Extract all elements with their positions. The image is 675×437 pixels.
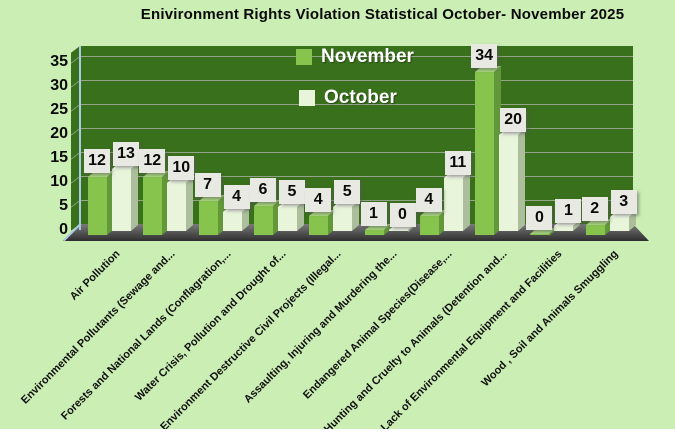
bar-november-front	[143, 177, 163, 235]
bar-november-front	[530, 233, 550, 235]
y-axis-tick-label: 5	[59, 197, 68, 214]
legend-label-october: October	[324, 87, 397, 108]
y-axis-tick-label: 10	[50, 173, 68, 190]
bar-october-front	[443, 178, 463, 231]
bar-november-front	[198, 201, 218, 235]
bar-november-front	[585, 225, 605, 235]
value-label-october: 3	[610, 189, 637, 214]
gridline	[80, 56, 633, 57]
value-label-november: 12	[84, 149, 110, 174]
value-label-october: 20	[500, 108, 527, 132]
y-axis-tick-label: 15	[50, 149, 68, 166]
value-label-october: 5	[334, 180, 361, 204]
bar-october-front	[388, 229, 408, 231]
bar-november-front	[475, 71, 495, 235]
bar-october-front	[554, 226, 574, 231]
y-axis-tick-label: 25	[50, 101, 68, 118]
value-label-november: 7	[194, 173, 221, 198]
bar-november-front	[364, 230, 384, 235]
value-label-november: 6	[249, 178, 276, 203]
y-axis-tick-label: 0	[59, 221, 68, 238]
value-label-october: 5	[278, 180, 305, 204]
bar-october-side	[186, 177, 194, 231]
value-label-november: 34	[471, 43, 498, 68]
value-label-november: 4	[415, 187, 442, 212]
bar-november-front	[88, 177, 107, 235]
legend-swatch-november	[296, 49, 312, 65]
gridline	[80, 176, 633, 177]
bar-november-front	[253, 206, 273, 235]
y-axis-line	[79, 46, 81, 230]
legend-swatch-october	[299, 90, 315, 106]
bar-october-front	[333, 207, 353, 231]
bar-november-front	[419, 215, 439, 235]
value-label-november: 0	[526, 205, 553, 230]
legend-item-november: November	[296, 46, 414, 68]
bar-october-front	[222, 211, 242, 231]
value-label-november: 1	[360, 202, 387, 227]
gridline	[80, 152, 633, 153]
value-label-october: 1	[555, 199, 582, 224]
bar-october-front	[112, 168, 131, 231]
value-label-november: 12	[139, 149, 166, 174]
bar-october-front	[167, 183, 187, 231]
bar-october-front	[499, 135, 519, 231]
y-axis-tick-label: 30	[50, 77, 68, 94]
value-label-october: 10	[168, 156, 195, 180]
legend-item-october: October	[299, 87, 397, 109]
gridline	[80, 80, 633, 81]
bar-october-side	[462, 172, 470, 231]
value-label-october: 0	[389, 202, 416, 227]
y-axis-tick-label: 20	[50, 125, 68, 142]
legend-label-november: November	[321, 46, 414, 67]
gridline	[80, 104, 633, 105]
bar-november-front	[309, 215, 329, 235]
chart-title: Enivironment Rights Violation Statistica…	[140, 6, 625, 23]
value-label-november: 4	[305, 187, 332, 212]
value-label-october: 11	[444, 151, 471, 176]
bar-october-side	[131, 162, 138, 231]
value-label-november: 2	[581, 197, 608, 222]
gridline	[80, 128, 633, 129]
bar-october-front	[277, 207, 297, 231]
value-label-october: 13	[113, 141, 139, 166]
bar-october-front	[609, 216, 629, 231]
value-label-october: 4	[223, 184, 250, 209]
y-axis-tick-label: 35	[50, 53, 68, 70]
bar-october-side	[518, 129, 526, 231]
